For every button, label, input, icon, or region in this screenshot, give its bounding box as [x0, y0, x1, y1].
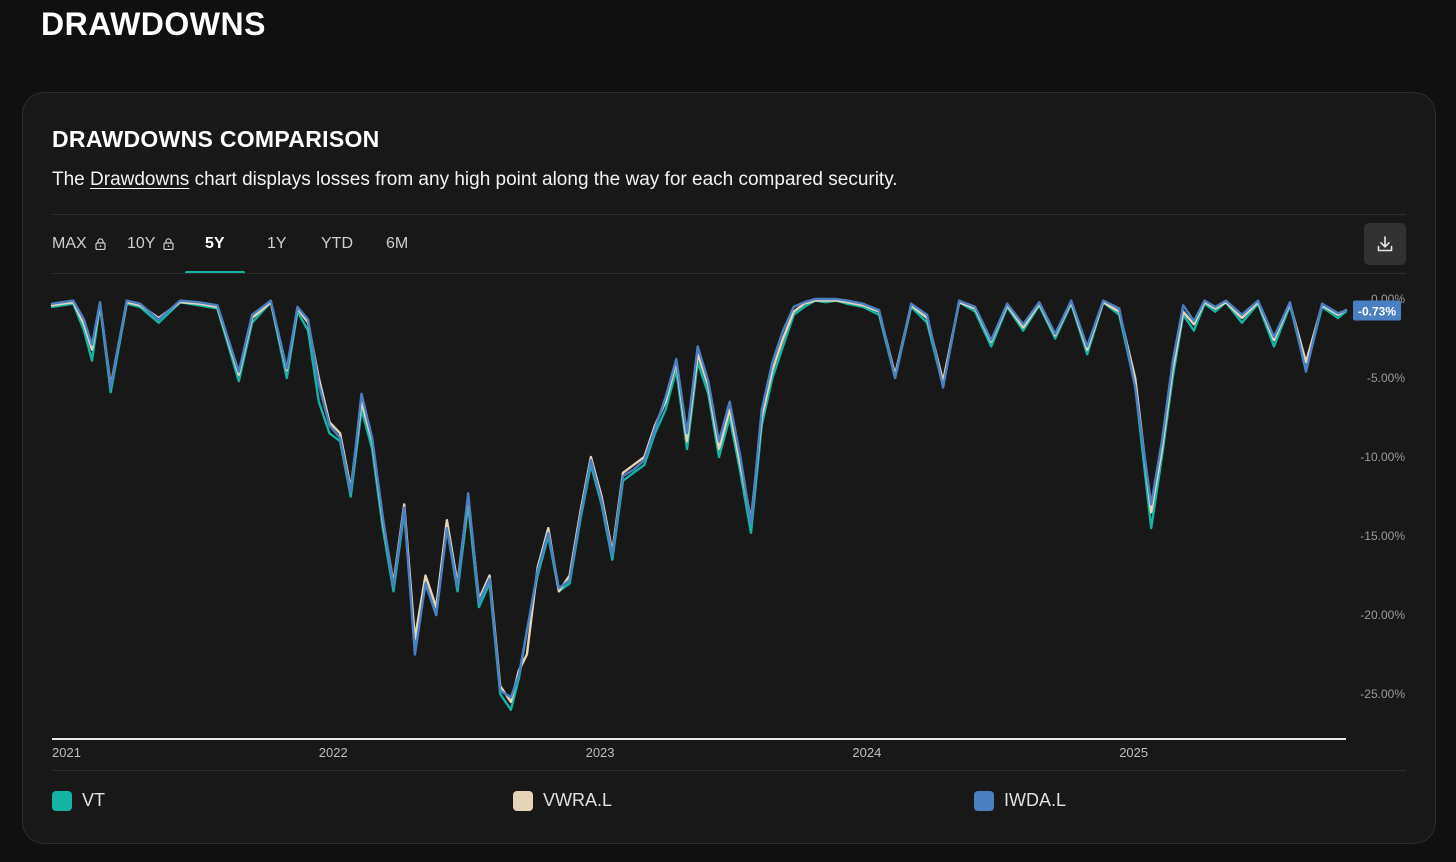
- legend-label: IWDA.L: [1004, 790, 1067, 810]
- lock-icon: [95, 238, 106, 250]
- card-description: The Drawdowns chart displays losses from…: [52, 169, 898, 191]
- tab-label: 6M: [386, 235, 409, 252]
- card-title: DRAWDOWNS COMPARISON: [52, 126, 380, 152]
- download-icon: [1377, 236, 1393, 252]
- legend-label: VWRA.L: [543, 790, 613, 810]
- tab-label: 1Y: [267, 235, 287, 252]
- tab-label: MAX: [52, 235, 87, 252]
- legend-item-vt[interactable]: VT: [52, 790, 105, 811]
- y-tick-label: -5.00%: [1367, 371, 1405, 385]
- desc-suffix: chart displays losses from any high poin…: [189, 169, 898, 190]
- tab-6m[interactable]: 6M: [386, 215, 408, 273]
- current-value-badge: [1353, 300, 1401, 321]
- tab-5y[interactable]: 5Y: [185, 215, 244, 274]
- drawdowns-card: DRAWDOWNS COMPARISON The Drawdowns chart…: [22, 92, 1436, 844]
- tab-ytd[interactable]: YTD: [321, 215, 353, 273]
- desc-prefix: The: [52, 169, 91, 190]
- legend-swatch: [974, 790, 994, 811]
- x-tick-label: 2024: [852, 745, 881, 760]
- current-value-label: -0.73%: [1358, 305, 1396, 319]
- tab-label: YTD: [321, 235, 353, 252]
- y-tick-label: -25.00%: [1360, 687, 1405, 701]
- lock-icon: [163, 238, 175, 250]
- download-button[interactable]: [1364, 223, 1406, 265]
- range-tabs: MAX 10Y 5Y 1Y YTD 6M: [52, 215, 1406, 274]
- y-tick-label: -15.00%: [1360, 529, 1405, 543]
- legend-item-iwda[interactable]: IWDA.L: [974, 790, 1066, 811]
- series-line-iwda-l: [50, 297, 1348, 699]
- x-tick-label: 2025: [1119, 745, 1148, 760]
- divider-top: [52, 214, 1406, 215]
- legend-label: VT: [82, 790, 106, 810]
- page-title: DRAWDOWNS: [41, 6, 266, 42]
- legend-item-vwra[interactable]: VWRA.L: [513, 790, 612, 811]
- drawdowns-chart: 0.00%-5.00%-10.00%-15.00%-20.00%-25.00%2…: [50, 292, 1405, 760]
- drawdowns-link[interactable]: Drawdowns: [90, 169, 190, 190]
- chart-legend: VT VWRA.L IWDA.L: [52, 790, 1406, 820]
- divider-legend: [52, 770, 1406, 771]
- divider-tabs: [52, 273, 1406, 274]
- x-tick-label: 2023: [586, 745, 615, 760]
- legend-swatch: [52, 790, 72, 811]
- x-tick-label: 2022: [319, 745, 348, 760]
- y-tick-label: -20.00%: [1360, 608, 1405, 622]
- tab-10y[interactable]: 10Y: [127, 215, 175, 273]
- y-tick-label: -10.00%: [1360, 450, 1405, 464]
- tab-label: 5Y: [205, 235, 225, 252]
- x-tick-label: 2021: [52, 745, 81, 760]
- tab-label: 10Y: [127, 235, 156, 252]
- tab-max[interactable]: MAX: [52, 215, 106, 273]
- legend-swatch: [513, 790, 533, 811]
- tab-1y[interactable]: 1Y: [267, 215, 287, 273]
